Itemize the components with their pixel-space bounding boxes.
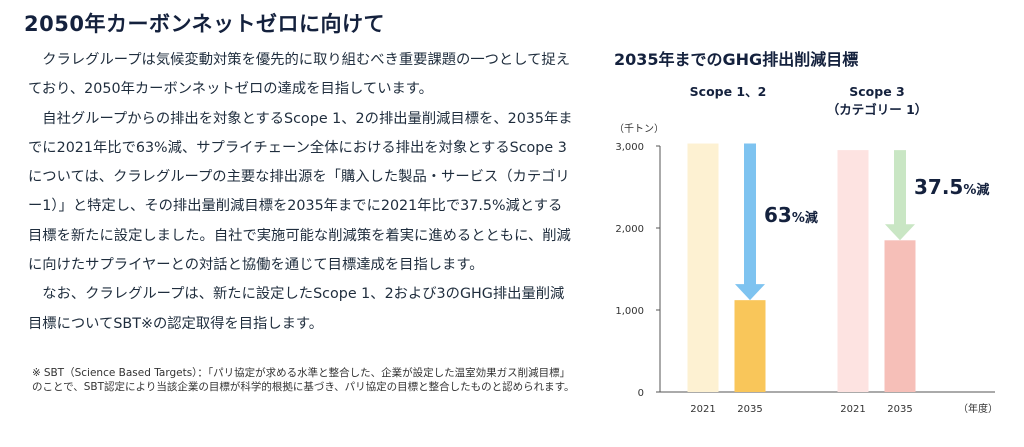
y-tick-label: 2,000	[615, 224, 644, 235]
group-label-1-line-1: Scope 1、2	[690, 84, 767, 99]
group-label-2-line-1: Scope 3	[849, 84, 904, 99]
footnote-text: SBT（Science Based Targets）：「パリ協定が求める水準と整…	[32, 367, 575, 393]
body-text: クラレグループは気候変動対策を優先的に取り組むべき重要課題の一つとして捉えており…	[28, 46, 576, 339]
reduction-arrow-1	[735, 143, 765, 301]
x-tick-label-2035: 2035	[737, 404, 762, 415]
reduction-unit-1: %減	[792, 210, 818, 226]
x-tick-label-2021: 2021	[840, 404, 865, 415]
y-tick-label: 0	[638, 388, 644, 399]
body-paragraph-2: 自社グループからの排出を対象とするScope 1、2の排出量削減目標を、2035…	[28, 110, 573, 274]
ghg-reduction-chart: 0 1,000 2,000 3,000 （千トン） （年度） Scope 1、2 2021 20…	[614, 84, 998, 415]
chart-title: 2035年までのGHG排出削減目標	[614, 50, 859, 69]
y-tick-label: 1,000	[615, 306, 644, 317]
group-label-2-line-2: （カテゴリー 1）	[827, 102, 928, 117]
reduction-value-1: 63	[764, 203, 792, 227]
bar-group2-2035	[884, 240, 916, 392]
y-axis-unit-label: （千トン）	[614, 123, 664, 135]
body-paragraph-3: なお、クラレグループは、新たに設定したScope 1、2および3のGHG排出量削…	[28, 286, 565, 332]
x-tick-label-2035: 2035	[887, 404, 912, 415]
body-paragraph-1: クラレグループは気候変動対策を優先的に取り組むべき重要課題の一つとして捉えており…	[28, 52, 570, 98]
footnote: ※ SBT（Science Based Targets）：「パリ協定が求める水準と…	[32, 367, 577, 394]
bar-group2-2021	[837, 150, 869, 392]
reduction-unit-2: %減	[963, 182, 989, 198]
section-heading: 2050年カーボンネットゼロに向けて	[24, 12, 386, 36]
x-tick-label-2021: 2021	[690, 404, 715, 415]
footnote-marker: ※	[32, 367, 41, 379]
reduction-arrow-2	[885, 150, 915, 241]
x-axis-unit-label: （年度）	[958, 402, 998, 415]
bar-group1-2021	[687, 143, 719, 392]
reduction-value-2: 37.5	[914, 175, 963, 199]
reduction-label-1: 63%減	[764, 203, 818, 227]
reduction-label-2: 37.5%減	[914, 175, 989, 199]
bar-group1-2035	[734, 300, 766, 392]
y-tick-label: 3,000	[615, 142, 644, 153]
